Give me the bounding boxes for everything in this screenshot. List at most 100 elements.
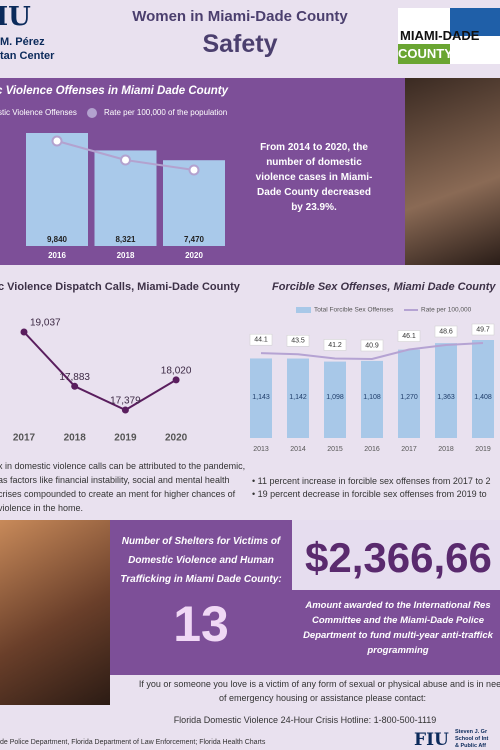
photo xyxy=(0,520,110,705)
rate-label-box xyxy=(360,339,384,352)
county-logo: MIAMI-DADE COUNTY xyxy=(398,8,500,64)
value-label: 1,142 xyxy=(289,394,307,401)
rate-label-box xyxy=(397,330,421,342)
rate-line xyxy=(260,342,484,361)
title: Women in Miami-Dade County xyxy=(132,8,348,25)
shelters-box xyxy=(110,520,292,675)
rate-label: 40.9 xyxy=(365,342,379,349)
x-tick-label: 2016 xyxy=(364,446,380,453)
rate-label: 44.1 xyxy=(254,337,268,344)
rate-label: 49.7 xyxy=(476,326,490,333)
value-label: 17,883 xyxy=(59,372,90,383)
value-label: 1,108 xyxy=(363,394,381,401)
legend-label: Rate per 100,000 xyxy=(421,307,472,314)
footer-logo: FIU xyxy=(414,730,449,750)
note: x in domestic violence calls can be attr… xyxy=(0,461,246,513)
rate-label: 48.6 xyxy=(439,328,453,335)
funding-box xyxy=(292,520,500,590)
value-label: 1,408 xyxy=(474,394,492,401)
bar xyxy=(435,343,457,438)
bar xyxy=(361,360,383,438)
footer-logo-text: Steven J. Gr School of Int & Public Aff xyxy=(455,729,488,750)
chart-title: Forcible Sex Offenses, Miami Dade County xyxy=(272,281,496,293)
logo-block xyxy=(450,8,500,36)
funding-amount: $2,366,66 xyxy=(305,534,492,581)
point xyxy=(121,406,129,414)
x-tick-label: 2013 xyxy=(253,446,269,453)
x-tick-label: 2020 xyxy=(165,433,188,444)
x-tick-label: 2016 xyxy=(48,251,66,260)
x-tick-label: 2018 xyxy=(438,446,454,453)
x-tick-label: 2020 xyxy=(185,251,203,260)
rate-label-box xyxy=(286,335,310,347)
point xyxy=(172,376,180,384)
rate-label: 43.5 xyxy=(291,338,305,345)
source: de Police Department, Florida Department… xyxy=(0,739,266,746)
funding-box xyxy=(292,590,500,675)
rate-label: 46.1 xyxy=(402,333,416,340)
chart-title: c Violence Dispatch Calls, Miami-Dade Co… xyxy=(0,281,241,293)
point xyxy=(71,382,79,390)
value-label: 17,379 xyxy=(110,396,141,407)
value-label: 1,143 xyxy=(252,394,270,401)
note: From 2014 to 2020, the number of domesti… xyxy=(255,142,373,213)
rate-point xyxy=(120,154,131,166)
bullet: • 11 percent increase in forcible sex of… xyxy=(252,476,491,486)
x-tick-label: 2019 xyxy=(114,433,137,444)
rate-point xyxy=(51,135,63,147)
bar xyxy=(398,349,420,438)
chart-title: c Violence Offenses in Miami Dade County xyxy=(0,85,229,97)
x-tick-label: 2014 xyxy=(290,446,306,453)
rate-point xyxy=(188,164,200,176)
value-label: 9,840 xyxy=(47,235,68,244)
logo-line: School of Int xyxy=(455,736,489,742)
rate-label-box xyxy=(249,333,273,346)
logo-mark: IU xyxy=(0,2,31,32)
x-tick-label: 2018 xyxy=(64,433,87,444)
logo-text: M. Pérez xyxy=(0,36,45,48)
value-label: 1,363 xyxy=(437,394,455,401)
x-tick-label: 2015 xyxy=(327,446,343,453)
x-tick-label: 2018 xyxy=(117,251,135,260)
bar xyxy=(472,340,494,438)
bar xyxy=(287,358,309,438)
rate-label-box xyxy=(434,325,458,338)
rate-label-box xyxy=(323,339,347,351)
logo-line: & Public Aff xyxy=(455,743,486,749)
funding-text: Amount awarded to the International Res … xyxy=(303,600,493,656)
value-label: 18,020 xyxy=(161,365,192,376)
logo-text: tan Center xyxy=(0,50,55,62)
legend-label: stic Violence Offenses xyxy=(0,108,77,117)
legend-label: Rate per 100,000 of the population xyxy=(104,108,227,117)
bar xyxy=(26,133,88,246)
legend-label: Total Forcible Sex Offenses xyxy=(314,307,394,314)
legend-swatch xyxy=(87,108,97,118)
photo xyxy=(405,78,500,265)
value-label: 1,098 xyxy=(326,394,344,401)
legend-swatch xyxy=(296,307,311,313)
logo-line: Steven J. Gr xyxy=(455,729,488,735)
value-label: 1,270 xyxy=(400,394,418,401)
bar xyxy=(250,358,272,438)
shelters-title: Number of Shelters for Victims of Domest… xyxy=(120,536,282,585)
x-tick-label: 2017 xyxy=(401,446,417,453)
x-tick-label: 2017 xyxy=(13,433,36,444)
value-label: 7,470 xyxy=(184,235,205,244)
value-label: 8,321 xyxy=(115,235,136,244)
logo-text: COUNTY xyxy=(398,44,453,64)
rate-label-box xyxy=(471,323,495,336)
line xyxy=(23,331,177,412)
bar xyxy=(324,361,346,438)
logo-text: MIAMI-DADE xyxy=(400,28,480,43)
bar xyxy=(94,150,157,246)
value-label: 19,037 xyxy=(30,318,61,329)
x-tick-label: 2019 xyxy=(475,446,491,453)
hotline: Florida Domestic Violence 24-Hour Crisis… xyxy=(173,715,437,725)
bullet: • 19 percent decrease in forcible sex of… xyxy=(252,489,487,499)
subtitle: Safety xyxy=(202,30,278,58)
point xyxy=(20,328,28,336)
shelters-value: 13 xyxy=(173,596,229,652)
rate-label: 41.2 xyxy=(328,342,342,349)
